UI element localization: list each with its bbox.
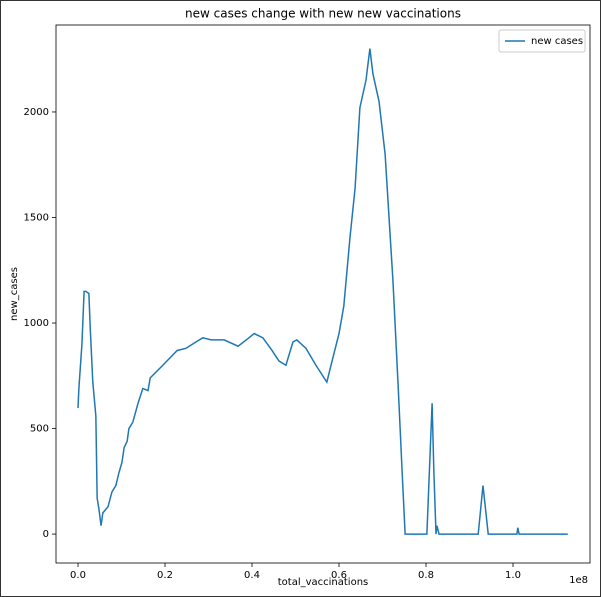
legend-label: new cases (531, 36, 583, 47)
y-tick-label: 500 (30, 424, 49, 435)
chart-title: new cases change with new new vaccinatio… (185, 7, 461, 21)
x-offset-label: 1e8 (569, 575, 588, 586)
y-tick-label: 0 (43, 529, 49, 540)
legend-box (498, 29, 586, 53)
y-tick-label: 2000 (24, 107, 49, 118)
x-tick-label: 0.8 (418, 570, 434, 581)
y-tick-label: 1000 (24, 318, 49, 329)
y-tick-label: 1500 (24, 212, 49, 223)
x-tick-label: 0.0 (70, 570, 86, 581)
x-tick-label: 0.4 (244, 570, 260, 581)
x-axis-label: total_vaccinations (278, 577, 369, 588)
x-tick-label: 0.6 (331, 570, 347, 581)
x-tick-label: 0.2 (157, 570, 173, 581)
plot-area (55, 24, 591, 564)
y-axis-label: new_cases (9, 267, 20, 321)
x-tick-label: 1.0 (505, 570, 521, 581)
series-line (77, 48, 568, 535)
